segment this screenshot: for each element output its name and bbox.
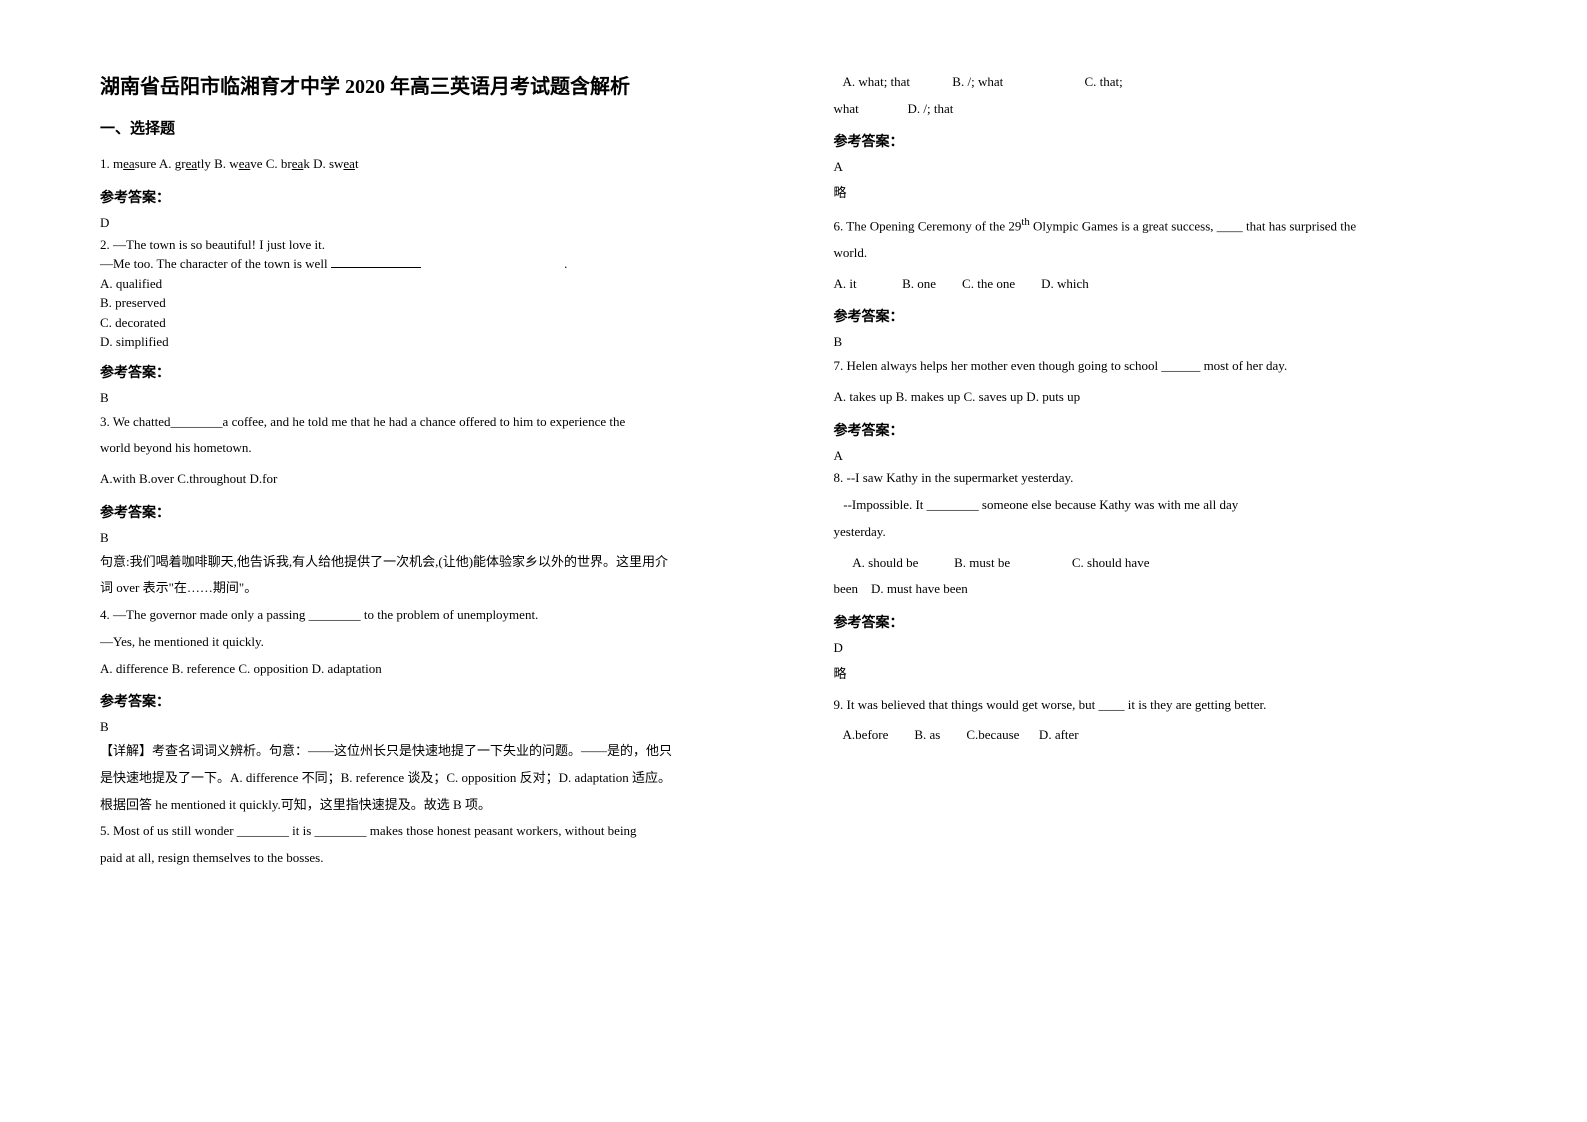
q3-answer: B <box>100 530 754 546</box>
q3-expl1: 句意:我们喝着咖啡聊天,他告诉我,有人给他提供了一次机会,(让他)能体验家乡以外… <box>100 550 754 575</box>
q6-opts: A. it B. one C. the one D. which <box>834 272 1488 297</box>
q8-line1: 8. --I saw Kathy in the supermarket yest… <box>834 468 1488 488</box>
q3-line2: world beyond his hometown. <box>100 436 754 461</box>
q4-line2: —Yes, he mentioned it quickly. <box>100 630 754 655</box>
text: tly B. w <box>197 156 239 171</box>
q4-expl2: 是快速地提及了一下。A. difference 不同；B. reference … <box>100 766 754 791</box>
text: k D. sw <box>303 156 343 171</box>
q5-line2: paid at all, resign themselves to the bo… <box>100 846 754 871</box>
doc-title: 湖南省岳阳市临湘育才中学 2020 年高三英语月考试题含解析 <box>100 70 754 99</box>
q3-opts: A.with B.over C.throughout D.for <box>100 467 754 492</box>
q9-opts: A.before B. as C.because D. after <box>834 723 1488 748</box>
answer-label: 参考答案： <box>834 612 1488 632</box>
q5-answer: A <box>834 159 1488 175</box>
answer-label: 参考答案： <box>100 362 754 382</box>
underline: ea <box>239 156 251 171</box>
q4-opts: A. difference B. reference C. opposition… <box>100 657 754 682</box>
q1-stem: 1. measure A. greatly B. weave C. break … <box>100 152 754 177</box>
q5-opts2: what D. /; that <box>834 97 1488 122</box>
q8-note: 略 <box>834 662 1488 687</box>
q2-line2: —Me too. The character of the town is we… <box>100 254 754 274</box>
q5-note: 略 <box>834 181 1488 206</box>
q9-line1: 9. It was believed that things would get… <box>834 693 1488 718</box>
q2-optA: A. qualified <box>100 274 754 294</box>
q1-answer: D <box>100 215 754 231</box>
q7-opts: A. takes up B. makes up C. saves up D. p… <box>834 385 1488 410</box>
superscript: th <box>1021 216 1029 228</box>
q2-line1: 2. —The town is so beautiful! I just lov… <box>100 235 754 255</box>
text: ve C. br <box>250 156 292 171</box>
section-1-heading: 一、选择题 <box>100 117 754 138</box>
underline: ea <box>186 156 198 171</box>
q8-opts2: been D. must have been <box>834 577 1488 602</box>
answer-label: 参考答案： <box>834 131 1488 151</box>
q8-answer: D <box>834 640 1488 656</box>
q2-optC: C. decorated <box>100 313 754 333</box>
q2-answer: B <box>100 390 754 406</box>
q3-expl2: 词 over 表示"在……期间"。 <box>100 576 754 601</box>
q8-opts1: A. should be B. must be C. should have <box>834 551 1488 576</box>
text: 1. m <box>100 156 123 171</box>
q4-line1: 4. —The governor made only a passing ___… <box>100 603 754 628</box>
text: 6. The Opening Ceremony of the 29 <box>834 218 1022 233</box>
answer-label: 参考答案： <box>100 502 754 522</box>
text: . <box>561 256 568 271</box>
text: Olympic Games is a great success, ____ t… <box>1030 218 1356 233</box>
q6-line1: 6. The Opening Ceremony of the 29th Olym… <box>834 212 1488 239</box>
text: t <box>355 156 359 171</box>
q5-line1: 5. Most of us still wonder ________ it i… <box>100 819 754 844</box>
q7-line1: 7. Helen always helps her mother even th… <box>834 354 1488 379</box>
q4-expl1: 【详解】考查名词词义辨析。句意：——这位州长只是快速地提了一下失业的问题。——是… <box>100 739 754 764</box>
q6-answer: B <box>834 334 1488 350</box>
underline: ea <box>292 156 304 171</box>
blank <box>331 267 421 268</box>
q4-expl3: 根据回答 he mentioned it quickly.可知，这里指快速提及。… <box>100 793 754 818</box>
q6-line2: world. <box>834 241 1488 266</box>
q2-optB: B. preserved <box>100 293 754 313</box>
answer-label: 参考答案： <box>100 187 754 207</box>
underline: ea <box>343 156 355 171</box>
q2-optD: D. simplified <box>100 332 754 352</box>
answer-label: 参考答案： <box>834 420 1488 440</box>
q8-line3: yesterday. <box>834 520 1488 545</box>
q5-opts1: A. what; that B. /; what C. that; <box>834 70 1488 95</box>
answer-label: 参考答案： <box>834 306 1488 326</box>
q3-line1: 3. We chatted________a coffee, and he to… <box>100 410 754 435</box>
answer-label: 参考答案： <box>100 691 754 711</box>
underline: ea <box>123 156 135 171</box>
text: —Me too. The character of the town is we… <box>100 256 331 271</box>
text: sure A. gr <box>135 156 186 171</box>
q4-answer: B <box>100 719 754 735</box>
q8-line2: --Impossible. It ________ someone else b… <box>834 493 1488 518</box>
q7-answer: A <box>834 448 1488 464</box>
